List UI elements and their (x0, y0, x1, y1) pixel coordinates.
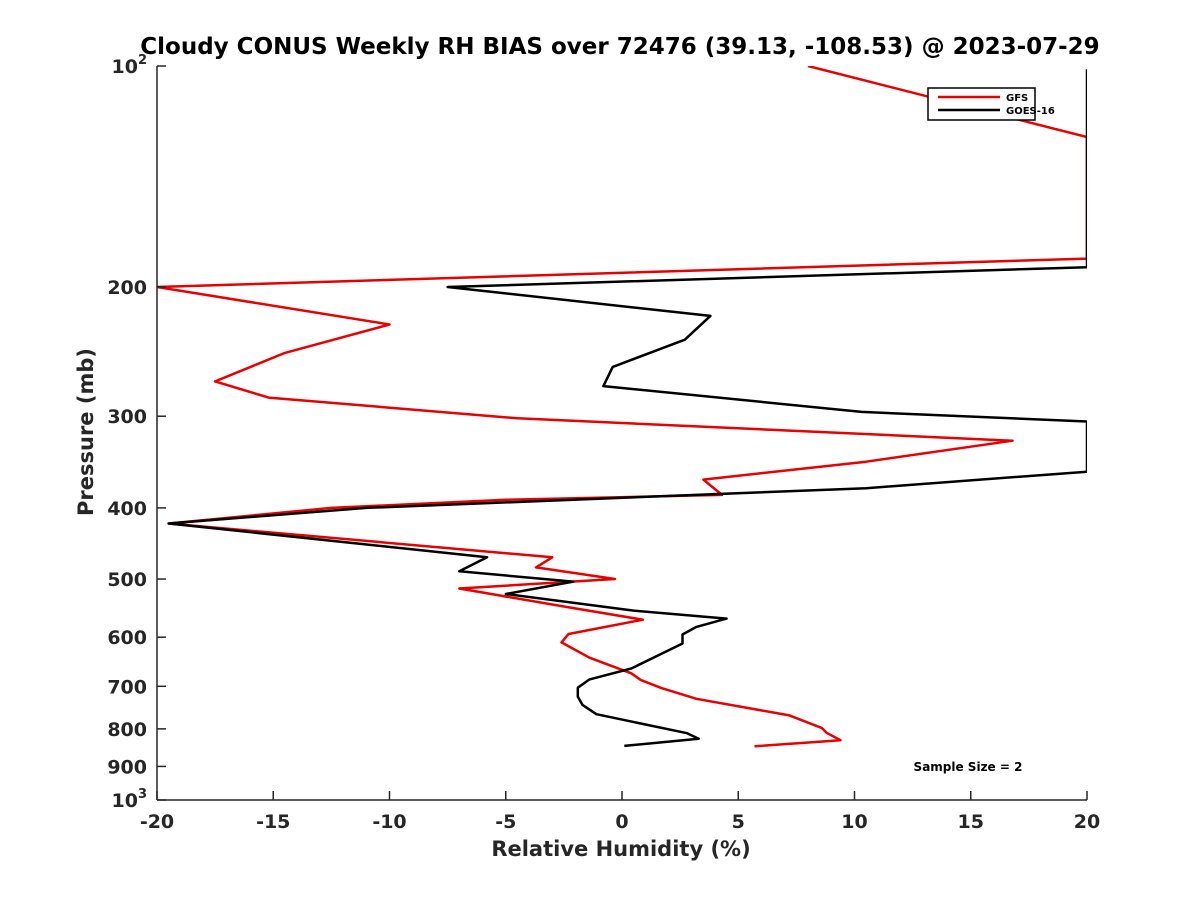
y-tick-label: 300 (107, 406, 147, 428)
y-tick-label: 600 (107, 627, 147, 649)
x-tick-label: 20 (1074, 811, 1100, 833)
y-tick-label: 400 (107, 498, 147, 520)
y-tick-label: 200 (107, 277, 147, 299)
y-tick-label: 900 (107, 756, 147, 778)
y-tick-label: 500 (107, 569, 147, 591)
x-tick-label: 0 (615, 811, 628, 833)
legend-label: GOES-16 (1006, 106, 1055, 117)
series-line-goes-16 (167, 69, 1087, 748)
x-tick-label: -15 (256, 811, 290, 833)
y-tick-label: 700 (107, 676, 147, 698)
axes: -20 -15 -10 -5 0 5 10 15 20 102 200 300 400 500 600 700… (107, 53, 1100, 833)
x-tick-label: 5 (732, 811, 745, 833)
sample-size-annotation: Sample Size = 2 (914, 760, 1023, 774)
x-tick-label: -20 (140, 811, 174, 833)
x-tick-label: 10 (841, 811, 867, 833)
legend: GFS GOES-16 (927, 87, 1055, 121)
y-tick-label: 102 (112, 53, 148, 78)
x-axis-label: Relative Humidity (%) (491, 837, 750, 861)
y-tick-label: 800 (107, 719, 147, 741)
legend-box (927, 87, 1036, 121)
legend-label: GFS (1006, 93, 1028, 104)
series-line-gfs (157, 66, 1087, 748)
plot-area (157, 66, 1087, 748)
y-tick-label: 103 (112, 787, 148, 812)
x-tick-label: -5 (495, 811, 516, 833)
x-tick-label: -10 (372, 811, 406, 833)
chart-title: Cloudy CONUS Weekly RH BIAS over 72476 (… (140, 34, 1099, 60)
x-tick-label: 15 (958, 811, 984, 833)
y-axis-label: Pressure (mb) (74, 348, 98, 516)
